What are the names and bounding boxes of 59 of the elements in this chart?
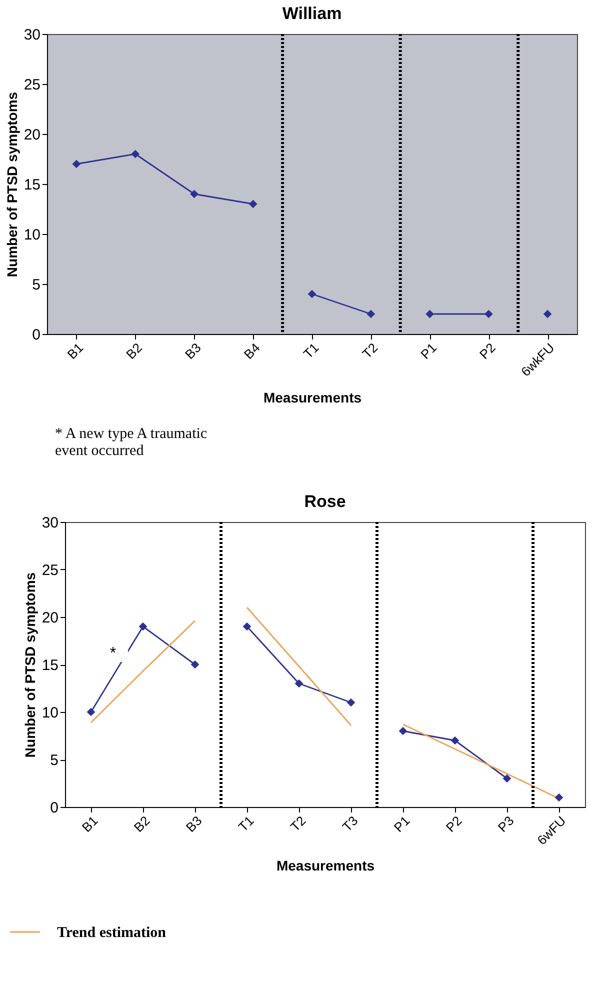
x-tick-label: B2 — [123, 340, 146, 362]
point — [248, 200, 258, 208]
point — [554, 793, 564, 802]
chart-title: William — [282, 4, 342, 23]
y-tick-label: 15 — [24, 176, 40, 194]
point — [426, 310, 434, 318]
point — [131, 150, 140, 158]
y-tick-label: 25 — [24, 76, 40, 94]
y-tick-label: 10 — [24, 226, 40, 244]
point — [308, 290, 316, 298]
x-tick-label: P3 — [494, 813, 517, 835]
point — [190, 660, 200, 669]
x-tick-label: P1 — [418, 340, 440, 362]
x-tick-label: B3 — [182, 340, 204, 362]
y-tick-label: 0 — [50, 800, 58, 816]
point — [86, 708, 96, 716]
x-tick-label: P1 — [390, 813, 413, 835]
x-tick-label: P2 — [476, 340, 498, 362]
y-tick-label: 0 — [32, 326, 40, 344]
y-axis-title: Number of PTSD symptoms — [22, 572, 38, 758]
x-tick-label: B2 — [130, 813, 153, 835]
point — [450, 736, 460, 745]
y-axis-title: Number of PTSD symptoms — [4, 92, 20, 278]
x-axis-title: Measurements — [276, 858, 375, 874]
x-tick-label: B1 — [64, 340, 86, 362]
x-tick-label: T1 — [300, 340, 322, 362]
point — [502, 774, 512, 783]
y-tick-label: 15 — [42, 657, 58, 674]
annotation: * — [110, 645, 116, 662]
x-tick-label: B3 — [182, 813, 205, 835]
point — [138, 622, 148, 631]
y-tick-label: 30 — [24, 26, 40, 44]
x-tick-label: T3 — [339, 813, 361, 834]
point — [242, 622, 252, 631]
x-tick-label: T2 — [359, 340, 381, 362]
x-tick-label: B4 — [240, 340, 263, 362]
point — [294, 679, 304, 688]
x-axis-title: Measurements — [263, 389, 362, 406]
point — [190, 190, 198, 198]
point — [366, 310, 376, 318]
point — [543, 310, 552, 318]
y-tick-label: 10 — [42, 704, 58, 722]
y-tick-label: 20 — [42, 610, 58, 626]
y-tick-label: 5 — [50, 752, 58, 769]
x-tick-label: B1 — [78, 813, 101, 835]
legend-label: Trend estimation — [57, 925, 167, 941]
x-tick-label: T1 — [235, 813, 257, 834]
y-tick-label: 30 — [42, 514, 58, 532]
chart-title: Rose — [304, 492, 346, 511]
point — [398, 726, 408, 736]
x-tick-label: T2 — [287, 813, 309, 834]
text: * A new type A traumatic event occurred — [55, 426, 208, 461]
point — [72, 160, 81, 168]
y-tick-label: 20 — [24, 126, 40, 144]
y-tick-label: 5 — [32, 276, 40, 294]
y-tick-label: 25 — [42, 562, 58, 579]
point — [346, 698, 356, 707]
x-tick-label: P2 — [442, 813, 465, 835]
point — [484, 310, 493, 318]
